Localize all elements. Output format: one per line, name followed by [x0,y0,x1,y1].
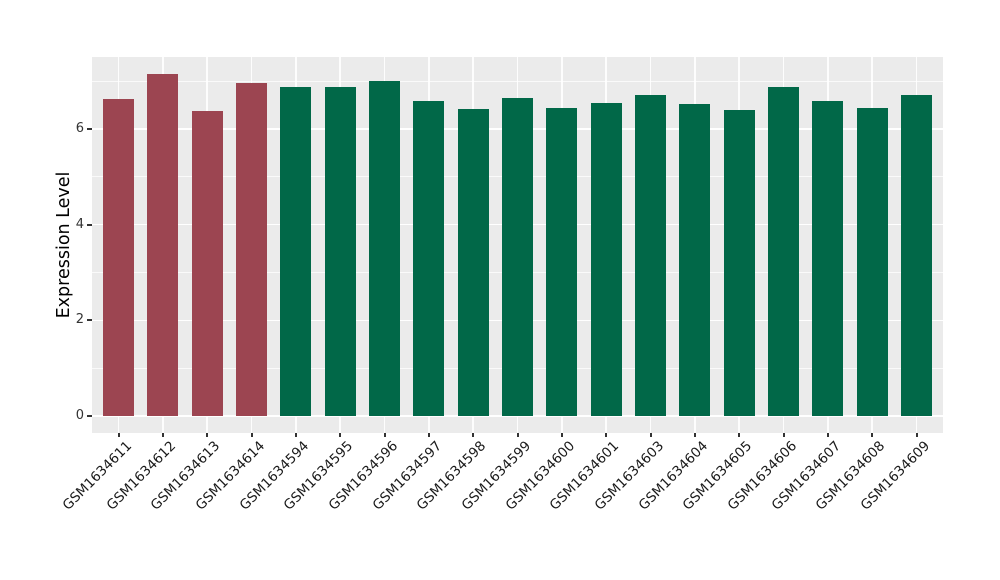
bar-GSM1634600 [546,107,578,416]
x-tick-mark-GSM1634612 [161,433,164,437]
x-tick-mark-GSM1634600 [560,433,563,437]
plot-panel [92,57,943,433]
x-tick-mark-GSM1634606 [782,433,785,437]
bar-GSM1634599 [502,98,534,416]
bar-GSM1634605 [723,109,755,416]
bar-GSM1634603 [635,95,667,416]
bar-GSM1634614 [236,82,268,416]
bar-GSM1634604 [679,104,711,416]
x-tick-mark-GSM1634604 [693,433,696,437]
y-tick-mark-2 [87,319,92,322]
x-tick-mark-GSM1634603 [649,433,652,437]
x-tick-mark-GSM1634614 [250,433,253,437]
y-tick-label-2: 2 [75,312,84,328]
y-axis-title: Expression Level [54,171,74,319]
y-tick-mark-0 [87,415,92,417]
x-tick-mark-GSM1634605 [738,433,741,437]
bar-GSM1634611 [103,99,135,416]
bar-GSM1634594 [280,86,312,416]
y-tick-label-4: 4 [75,216,84,232]
bar-GSM1634595 [324,87,356,416]
bar-GSM1634598 [457,108,489,416]
bar-GSM1634596 [369,81,401,416]
bar-GSM1634606 [768,86,800,416]
bar-GSM1634609 [901,95,933,416]
x-tick-mark-GSM1634608 [871,433,874,437]
bar-GSM1634597 [413,100,445,416]
bar-GSM1634613 [191,110,223,416]
x-tick-mark-GSM1634598 [472,433,475,437]
bar-GSM1634612 [147,74,179,416]
bar-GSM1634601 [590,103,622,416]
y-tick-label-0: 0 [75,408,84,423]
x-tick-mark-GSM1634607 [826,433,829,437]
x-tick-mark-GSM1634595 [339,433,342,437]
y-tick-mark-4 [87,223,92,226]
x-tick-mark-GSM1634613 [206,433,209,437]
x-tick-mark-GSM1634596 [383,433,386,437]
x-tick-mark-GSM1634594 [294,433,297,437]
x-tick-mark-GSM1634599 [516,433,519,437]
bar-GSM1634607 [812,100,844,416]
x-tick-mark-GSM1634597 [427,433,430,437]
x-tick-mark-GSM1634611 [117,433,120,437]
y-tick-label-6: 6 [75,121,84,137]
y-tick-mark-6 [87,128,92,131]
x-tick-mark-GSM1634601 [605,433,608,437]
x-tick-mark-GSM1634609 [915,433,918,437]
bar-GSM1634608 [856,107,888,416]
